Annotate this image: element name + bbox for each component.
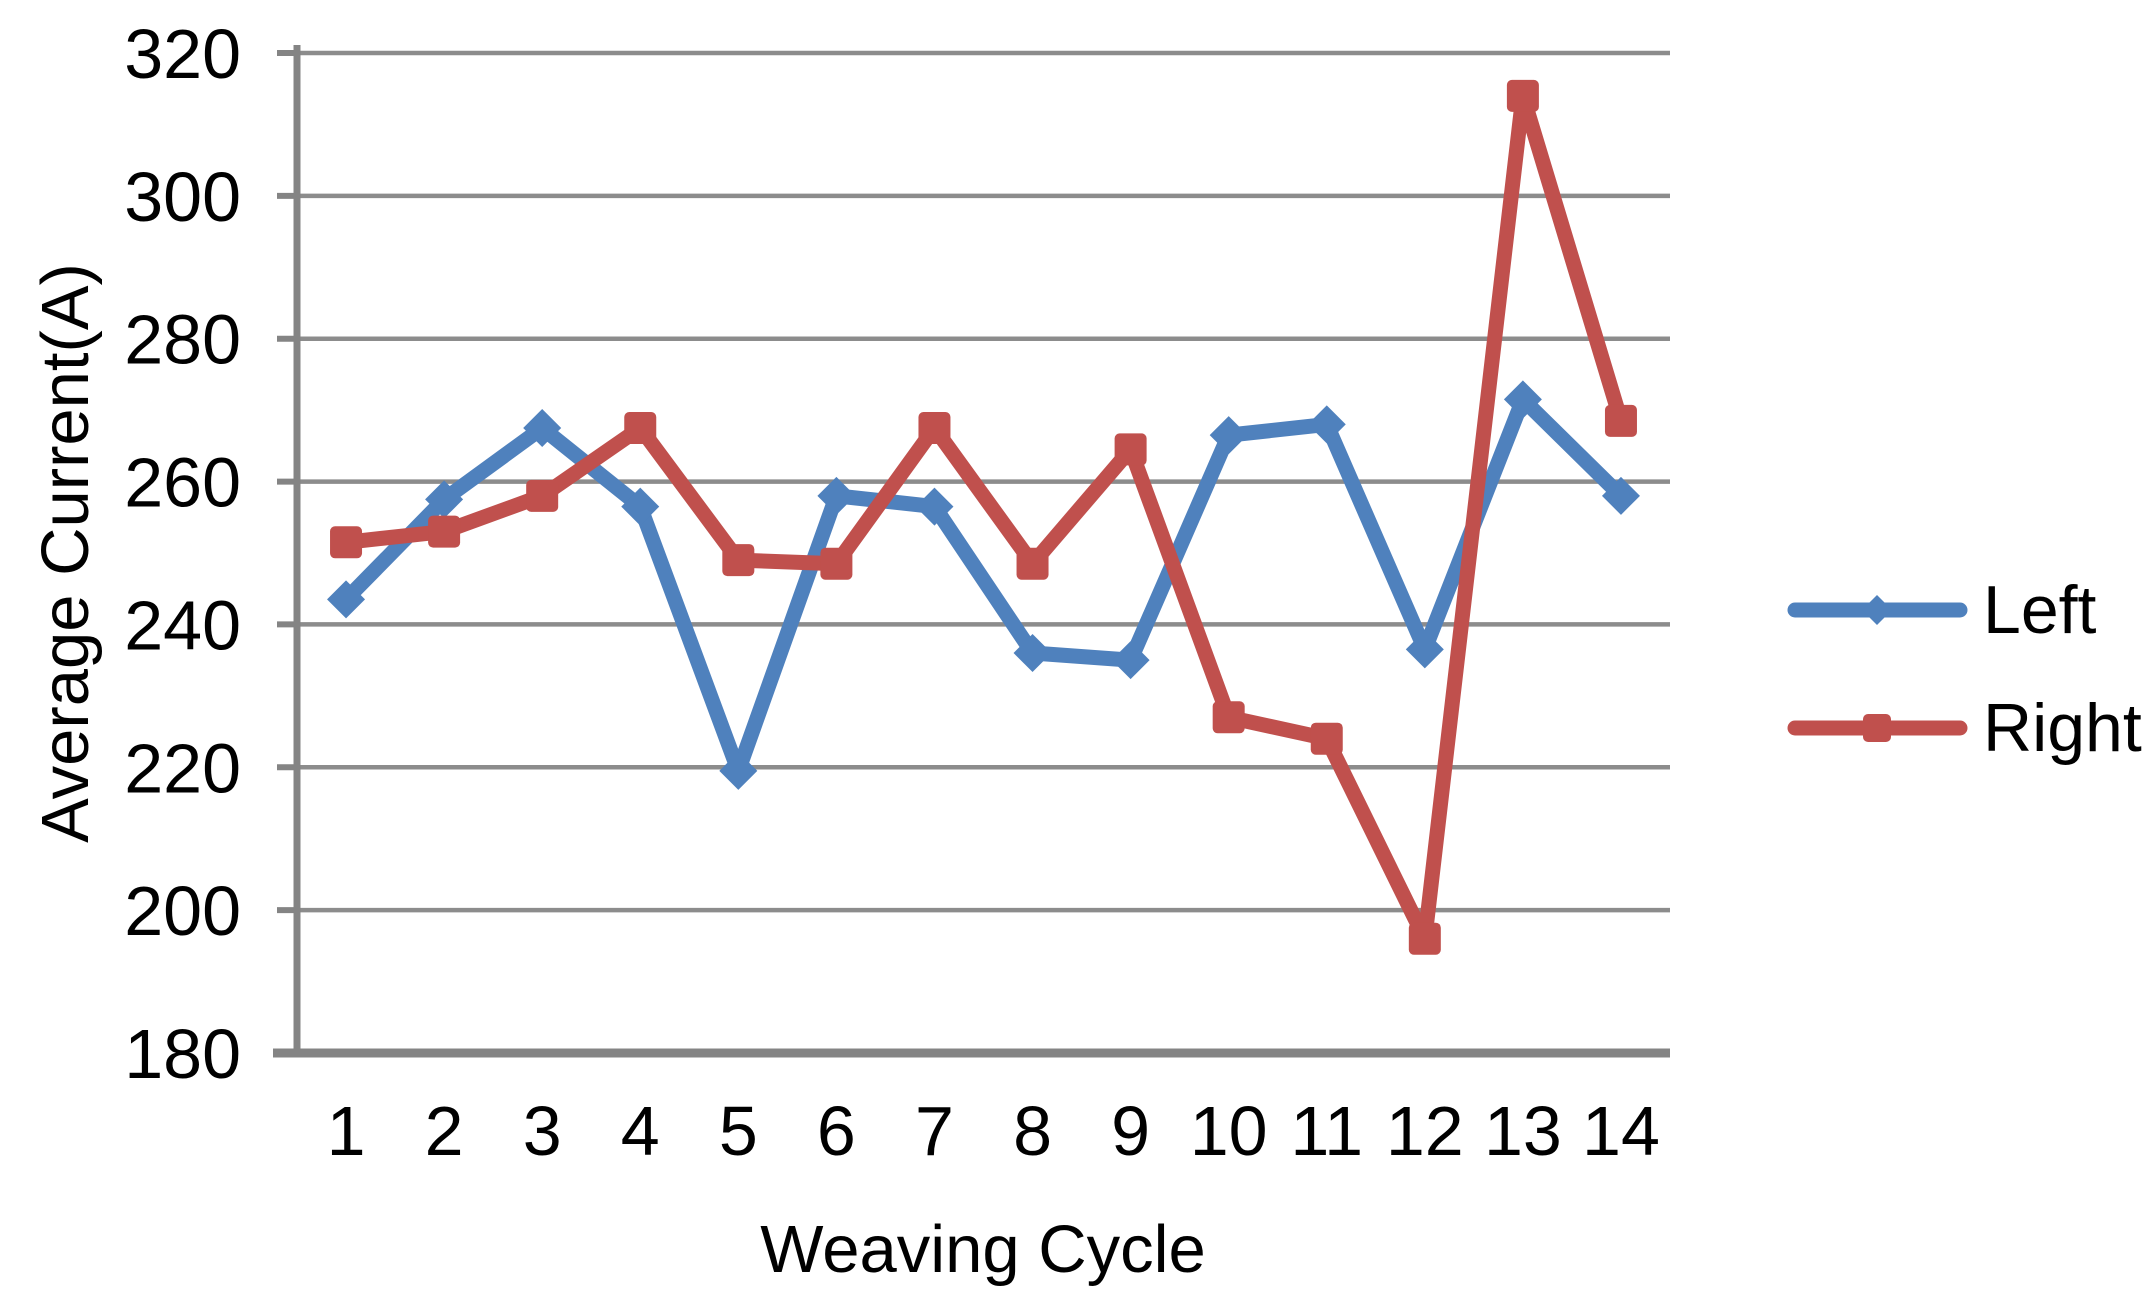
data-point-right-11 [1310,722,1343,755]
data-point-right-7 [918,412,951,444]
y-tick-label-220: 220 [124,729,241,807]
x-tick-label-11: 11 [1290,1092,1363,1170]
x-axis-tick-labels: 1 2 3 4 5 6 7 8 9 10 11 12 13 14 [327,1092,1660,1170]
series-line-left [338,391,1629,779]
y-tick-label-200: 200 [124,872,241,950]
y-tick-label-300: 300 [124,158,241,236]
data-point-right-5 [722,544,755,577]
data-point-left-3 [523,409,562,447]
data-point-right-8 [1016,547,1049,580]
x-tick-label-6: 6 [817,1092,856,1170]
x-tick-label-2: 2 [425,1092,464,1170]
data-point-left-12 [1405,630,1444,669]
axes [273,45,1670,1058]
x-axis-title: Weaving Cycle [760,1212,1206,1287]
data-point-right-9 [1114,433,1147,466]
data-point-left-14 [1601,476,1640,515]
legend-label-right: Right [1983,690,2142,766]
data-point-right-14 [1604,404,1637,437]
x-tick-label-9: 9 [1111,1092,1150,1170]
data-point-left-1 [327,580,366,619]
y-tick-label-280: 280 [124,301,241,379]
legend-label-left: Left [1983,572,2097,648]
y-tick-label-260: 260 [124,444,241,522]
x-tick-label-10: 10 [1190,1092,1268,1170]
x-tick-label-14: 14 [1582,1092,1660,1170]
x-tick-label-1: 1 [327,1092,366,1170]
data-point-right-13 [1506,79,1539,112]
y-tick-label-180: 180 [124,1015,241,1093]
data-point-right-1 [330,526,363,559]
data-point-right-10 [1212,701,1245,734]
data-point-right-4 [624,412,657,444]
x-tick-label-8: 8 [1013,1092,1052,1170]
data-point-left-6 [817,476,856,515]
legend: Left Right [1787,572,2142,766]
data-point-left-10 [1209,416,1248,455]
y-axis-tick-labels: 180 200 220 240 260 280 300 320 [124,15,241,1093]
data-point-right-2 [428,515,461,548]
series-layer [327,79,1640,955]
data-point-right-6 [820,547,853,580]
x-tick-label-4: 4 [621,1092,660,1170]
data-point-right-3 [526,479,559,512]
series-line-right [338,88,1629,947]
legend-marker-left [1862,595,1892,625]
data-point-left-5 [719,751,758,790]
data-point-left-7 [915,487,954,526]
data-point-left-9 [1111,641,1150,680]
x-tick-label-12: 12 [1386,1092,1464,1170]
data-point-left-13 [1503,380,1542,419]
x-tick-label-3: 3 [523,1092,562,1170]
x-tick-label-13: 13 [1484,1092,1562,1170]
x-tick-label-5: 5 [719,1092,758,1170]
x-tick-label-7: 7 [915,1092,954,1170]
data-point-left-4 [621,487,660,526]
gridlines [297,50,1670,913]
legend-marker-right [1863,714,1891,742]
y-axis-title: Average Current(A) [28,263,103,843]
data-point-left-11 [1307,405,1346,444]
data-point-left-8 [1013,634,1052,672]
data-point-right-12 [1408,922,1441,955]
y-tick-label-240: 240 [124,586,241,664]
data-point-left-2 [425,480,464,519]
y-tick-label-320: 320 [124,15,241,93]
